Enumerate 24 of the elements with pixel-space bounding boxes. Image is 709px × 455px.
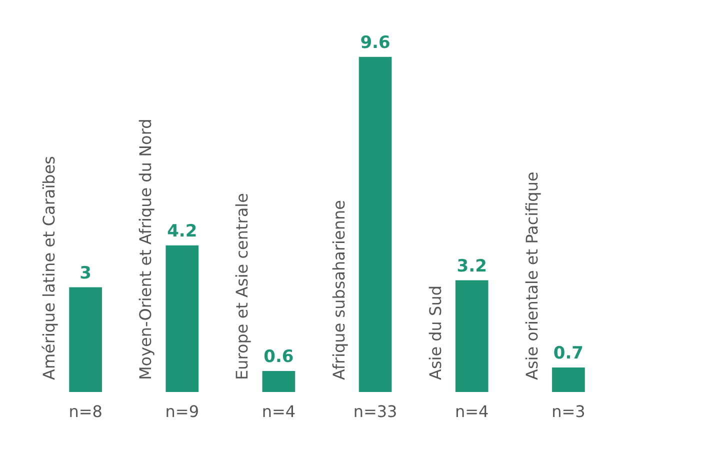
bar (552, 368, 585, 392)
data-label: 3 (80, 263, 92, 284)
x-tick-label: Afrique subsaharienne (329, 200, 348, 380)
bar (455, 280, 488, 392)
text: n=9 (165, 402, 200, 421)
bar (262, 371, 296, 392)
text: n=4 (262, 402, 296, 421)
data-label: 4.2 (167, 221, 198, 242)
text: n=3 (552, 402, 586, 421)
x-tick-label: Amérique latine et Caraïbes (40, 156, 59, 380)
x-tick-label: Asie orientale et Pacifique (522, 172, 542, 380)
data-label: 0.6 (264, 347, 294, 368)
text: n=33 (353, 402, 398, 421)
text: n=8 (68, 402, 102, 421)
x-tick-label: Europe et Asie centrale (232, 193, 252, 380)
bar (358, 56, 392, 392)
text: n=4 (454, 402, 489, 421)
data-label: 9.6 (360, 32, 390, 53)
x-tick-label: Moyen-Orient et Afrique du Nord (136, 118, 156, 380)
data-label: 3.2 (456, 256, 487, 276)
data-label: 0.7 (553, 344, 584, 364)
x-tick-label: Asie du Sud (426, 286, 445, 380)
bar (69, 287, 102, 392)
bar (166, 245, 199, 392)
